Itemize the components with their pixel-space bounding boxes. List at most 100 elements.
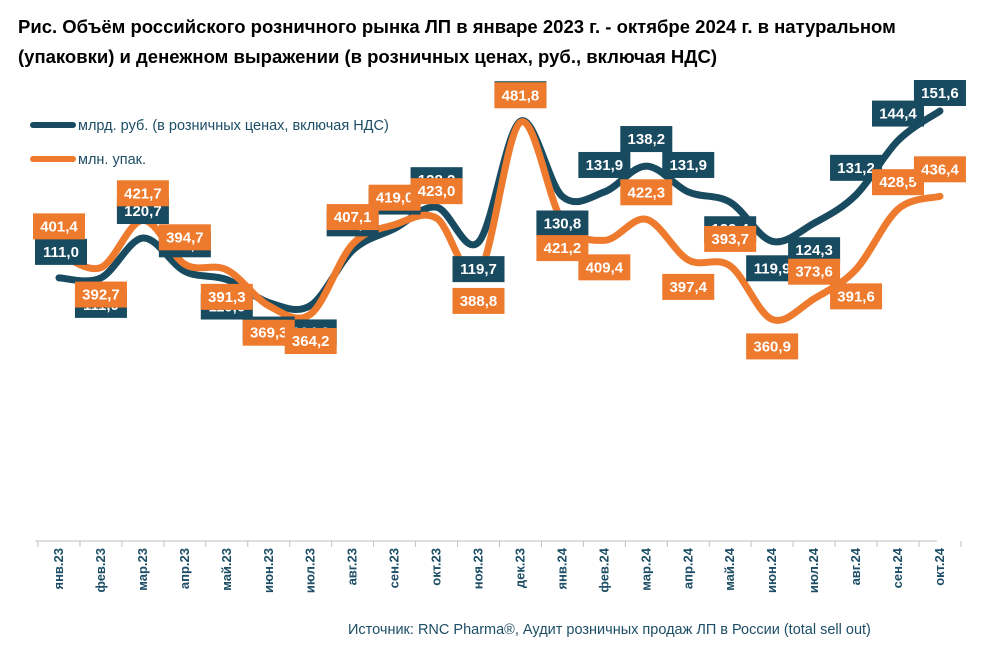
x-tick-label: сен.23: [387, 548, 402, 588]
data-label-box: [158, 224, 211, 251]
data-label-text: 407,1: [334, 209, 372, 226]
data-label-pack: 388,8: [452, 287, 505, 314]
data-label-pack: 393,7: [704, 225, 757, 252]
data-label-text: 419,0: [376, 190, 414, 207]
data-label-pack: 364,2: [284, 328, 337, 355]
data-label-text: 364,2: [292, 333, 330, 350]
data-label-box: [662, 273, 715, 300]
data-label-text: 421,7: [124, 185, 162, 202]
data-label-rub: 131,9: [662, 151, 715, 178]
data-label-box: [452, 287, 505, 314]
x-tick-label: май.23: [219, 548, 234, 591]
data-label-text: 422,3: [628, 184, 666, 201]
data-label-box: [410, 178, 463, 205]
data-label-pack: 391,6: [830, 283, 883, 310]
data-label-box: [578, 254, 631, 281]
data-label-box: [830, 283, 883, 310]
x-tick-label: окт.24: [932, 547, 947, 586]
data-label-box: [913, 80, 966, 106]
data-label-text: 111,0: [43, 244, 79, 261]
data-label-rub: 131,9: [578, 151, 631, 178]
data-label-text: 401,4: [40, 218, 78, 235]
x-tick-label: мар.24: [638, 547, 653, 590]
data-label-pack: 360,9: [746, 333, 799, 360]
x-tick-label: мар.23: [135, 548, 150, 591]
data-label-text: 144,4: [879, 106, 917, 123]
data-label-box: [200, 283, 253, 310]
data-label-rub: 151,6: [913, 80, 966, 106]
data-label-text: 373,6: [795, 264, 833, 281]
data-label-box: [788, 258, 841, 285]
data-label-pack: 392,7: [74, 281, 127, 308]
data-label-text: 131,9: [669, 157, 707, 174]
data-label-pack: 422,3: [620, 179, 673, 206]
data-label-text: 393,7: [711, 231, 749, 248]
data-label-box: [494, 82, 547, 109]
x-tick-label: фев.24: [596, 547, 611, 592]
data-labels: 111,0111,0120,7112,6110,6105,0104,3117,7…: [33, 80, 966, 360]
x-tick-label: янв.24: [554, 547, 569, 589]
data-label-text: 428,5: [879, 174, 917, 191]
x-axis-ticks: янв.23 фев.23 мар.23 апр.23 май.23 июн.23 июл.…: [37, 541, 962, 593]
data-label-text: 423,0: [418, 183, 456, 200]
data-label-text: 391,3: [208, 289, 246, 306]
source-note: Источник: RNC Pharma®, Аудит розничных п…: [348, 622, 871, 638]
data-label-pack: 436,4: [913, 156, 966, 183]
data-label-pack: 421,7: [116, 180, 169, 207]
data-label-text: 391,6: [837, 288, 875, 305]
x-tick-label: май.24: [722, 547, 737, 591]
data-label-pack: 373,6: [788, 258, 841, 285]
data-label-text: 151,6: [921, 85, 959, 102]
data-label-box: [704, 225, 757, 252]
x-tick-label: июн.24: [764, 547, 779, 593]
series-lines: [55, 107, 944, 324]
data-label-box: [662, 151, 715, 178]
x-tick-label: июл.23: [303, 548, 318, 593]
data-label-rub: 138,2: [620, 126, 673, 153]
chart-title: Рис. Объём российского розничного рынка …: [18, 16, 896, 67]
data-label-box: [284, 328, 337, 355]
data-label-rub: 111,0: [35, 238, 87, 265]
data-label-box: [33, 213, 85, 240]
data-label-box: [620, 179, 673, 206]
data-label-rub: 119,7: [452, 256, 505, 283]
data-label-text: 397,4: [669, 279, 707, 296]
data-label-box: [452, 256, 505, 283]
x-tick-label: июн.23: [261, 548, 276, 593]
data-label-text: 421,2: [544, 240, 582, 257]
data-label-text: 131,9: [586, 157, 624, 174]
x-tick-label: сен.24: [890, 547, 905, 588]
data-label-pack: 391,3: [200, 283, 253, 310]
data-label-pack: 481,8: [494, 82, 547, 109]
x-tick-label: дек.23: [512, 548, 527, 588]
data-label-rub: 144,4: [872, 100, 924, 127]
x-tick-label: апр.23: [177, 548, 192, 589]
data-label-box: [620, 126, 673, 153]
x-tick-label: авг.23: [345, 548, 360, 585]
data-label-text: 409,4: [586, 259, 624, 276]
series-line-pack: [55, 118, 944, 324]
x-tick-label: фев.23: [93, 548, 108, 593]
data-label-text: 394,7: [166, 229, 204, 246]
data-label-box: [578, 151, 631, 178]
data-label-box: [913, 156, 966, 183]
legend-item-pack: млн. упак.: [30, 152, 146, 168]
data-label-pack: 401,4: [33, 213, 85, 240]
data-label-text: 131,2: [837, 160, 875, 177]
data-label-text: 436,4: [921, 161, 959, 178]
data-label-pack: 409,4: [578, 254, 631, 281]
x-tick-label: апр.24: [680, 547, 695, 589]
data-label-box: [74, 281, 127, 308]
legend-swatch-pack: [30, 156, 76, 163]
legend-item-rub: млрд. руб. (в розничных ценах, включая Н…: [30, 118, 389, 134]
data-label-text: 392,7: [82, 287, 120, 304]
data-label-text: 138,2: [628, 131, 666, 148]
x-tick-label: янв.23: [51, 548, 66, 590]
x-tick-label: авг.24: [848, 547, 863, 585]
data-label-box: [536, 210, 589, 237]
data-label-text: 369,3: [250, 325, 288, 342]
data-label-box: [746, 333, 799, 360]
data-label-pack: 397,4: [662, 273, 715, 300]
data-label-text: 124,3: [795, 242, 833, 259]
